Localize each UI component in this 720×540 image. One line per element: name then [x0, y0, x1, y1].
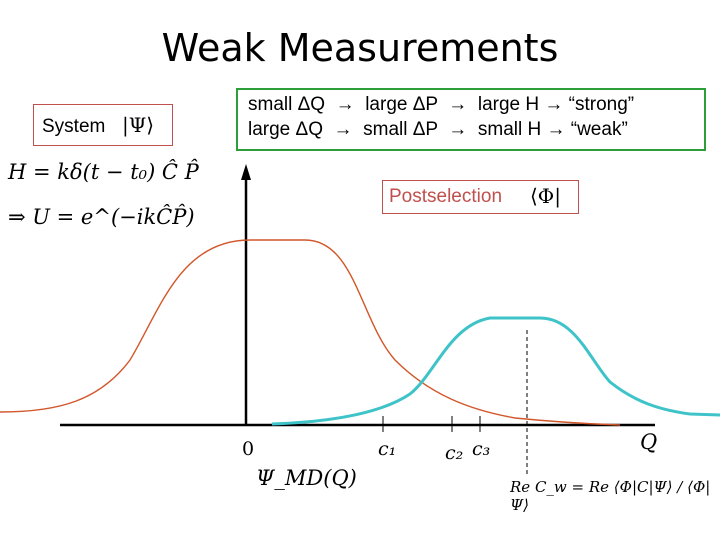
postselection-label: Postselection	[389, 186, 503, 207]
shifted-pointer-curve	[271, 316, 720, 426]
strength-relation-box	[236, 88, 706, 151]
x-axis-label: Q	[640, 430, 658, 454]
weak-value-formula: Re C_w = Re ⟨Φ|C|Ψ⟩ / ⟨Φ|Ψ⟩	[510, 478, 711, 514]
c3-label: c₃	[472, 438, 491, 460]
unitary-equation: ⇒ U = e^(−ikĈP̂)	[8, 205, 195, 229]
y-axis-arrowhead	[241, 164, 251, 180]
origin-label: 0	[242, 438, 255, 460]
strong-relation-text: small ΔQ → large ΔP → large H → “strong”	[248, 94, 635, 115]
system-label: System	[42, 116, 106, 137]
system-ket: |Ψ⟩	[122, 113, 155, 137]
system-box	[33, 104, 173, 146]
initial-pointer-curve	[0, 239, 621, 426]
curve-label: Ψ_MD(Q)	[256, 466, 357, 490]
hamiltonian-equation: H = kδ(t − t₀) Ĉ P̂	[8, 160, 199, 184]
postselection-box	[382, 180, 579, 214]
slide-title: Weak Measurements	[161, 26, 559, 70]
c2-label: c₂	[445, 442, 464, 464]
c1-label: c₁	[378, 438, 397, 460]
weak-relation-text: large ΔQ → small ΔP → small H → “weak”	[248, 119, 628, 140]
postselection-bra: ⟨Φ|	[530, 184, 561, 208]
